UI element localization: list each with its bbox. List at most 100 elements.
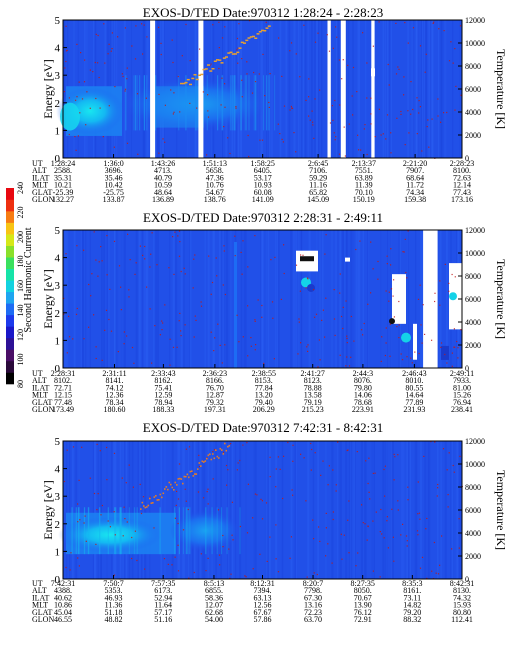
temperature-point (113, 240, 116, 242)
temperature-point (106, 274, 108, 276)
temperature-point (242, 240, 244, 242)
temperature-point (448, 282, 450, 284)
orbit-row-value: 8153. (255, 376, 273, 385)
temperature-point (75, 313, 78, 315)
temperature-point (209, 453, 211, 455)
temperature-point (158, 152, 160, 154)
y2-tick-label: 2000 (465, 341, 481, 350)
orbit-row-value: 197.31 (204, 405, 226, 414)
heatmap-streak (364, 441, 367, 579)
temperature-point (312, 124, 314, 126)
temperature-point (254, 235, 256, 237)
temperature-point (65, 25, 67, 27)
temperature-point (207, 64, 210, 66)
flux-peak (60, 102, 80, 131)
y2-tick-label: 10000 (465, 39, 485, 48)
temperature-point (419, 567, 422, 569)
temperature-point (345, 300, 347, 302)
heatmap-streak (145, 230, 147, 368)
temperature-point (230, 443, 232, 445)
temperature-point (390, 152, 392, 154)
temperature-point (437, 483, 439, 486)
temperature-point (396, 117, 398, 119)
temperature-point (263, 30, 267, 32)
heatmap-streak (281, 441, 284, 579)
temperature-point (245, 576, 247, 578)
heatmap-streak (411, 20, 413, 158)
temperature-point (150, 253, 152, 255)
temperature-point (123, 331, 125, 333)
temperature-point (239, 525, 241, 528)
colorbar-label: Second Harmonic Current (23, 227, 34, 332)
temperature-point (291, 107, 293, 109)
temperature-point (384, 354, 386, 357)
temperature-point (107, 520, 109, 522)
temperature-point (268, 101, 270, 104)
temperature-point (99, 450, 101, 452)
temperature-point (170, 483, 172, 486)
y-tick-label: 4 (55, 43, 61, 55)
flux-stripe (178, 507, 180, 555)
y2-tick-label: 4000 (465, 318, 481, 327)
temperature-point (248, 155, 250, 158)
heatmap-streak (431, 20, 434, 158)
temperature-point (443, 112, 445, 114)
temperature-point (367, 303, 369, 305)
temperature-point (98, 261, 100, 263)
panel-3-heatmap (58, 441, 463, 580)
temperature-point (158, 26, 160, 28)
temperature-point (93, 492, 96, 495)
heatmap-streak (74, 441, 77, 579)
temperature-point (334, 139, 336, 141)
temperature-point (364, 124, 366, 126)
temperature-point (290, 42, 293, 44)
temperature-point (377, 278, 379, 280)
orbit-row-value: 48.82 (105, 615, 123, 624)
temperature-point (416, 97, 418, 99)
orbit-row-value: 2:31:11 (102, 369, 126, 378)
temperature-point (189, 60, 191, 62)
temperature-point (261, 139, 264, 141)
temperature-point (247, 266, 249, 268)
y-tick-label: 2 (55, 308, 61, 320)
heatmap-streak (316, 20, 319, 158)
temperature-point (290, 536, 292, 538)
temperature-point (372, 268, 374, 270)
temperature-point (283, 105, 286, 107)
heatmap-streak (254, 441, 257, 579)
orbit-row-value: 136.89 (152, 195, 174, 204)
heatmap-streak (331, 441, 334, 579)
temperature-point (124, 27, 126, 29)
flux-stripe (205, 507, 207, 555)
heatmap-streak (415, 20, 418, 158)
temperature-point (328, 465, 330, 467)
heatmap-streak (128, 441, 131, 579)
temperature-point (81, 446, 83, 448)
temperature-point (207, 557, 209, 559)
temperature-point (305, 500, 307, 502)
temperature-point (97, 34, 99, 37)
temperature-point (254, 349, 256, 351)
temperature-point (78, 479, 80, 481)
orbit-row-value: 188.33 (152, 405, 174, 414)
panel-2-orbit-table: UT 2:28:31 2:31:11 2:33:43 2:36:23 2:38:55 2:4… (32, 369, 474, 414)
heatmap-streak (307, 441, 310, 579)
heatmap-streak (452, 441, 455, 579)
temperature-point (370, 292, 372, 294)
temperature-point (457, 347, 459, 349)
orbit-row-value: -25.75 (103, 188, 124, 197)
heatmap-streak (264, 441, 266, 579)
temperature-point (131, 536, 133, 539)
temperature-point (120, 309, 122, 311)
flux-stripe (133, 507, 136, 555)
temperature-point (124, 88, 127, 90)
temperature-point (401, 359, 404, 361)
temperature-point (246, 61, 248, 63)
temperature-point (158, 499, 160, 501)
temperature-point (421, 342, 423, 344)
heatmap-streak (316, 230, 318, 368)
orbit-row-value: 88.32 (403, 615, 421, 624)
temperature-point (362, 522, 364, 524)
y2-tick-label: 12000 (465, 226, 485, 235)
temperature-point (342, 306, 344, 308)
